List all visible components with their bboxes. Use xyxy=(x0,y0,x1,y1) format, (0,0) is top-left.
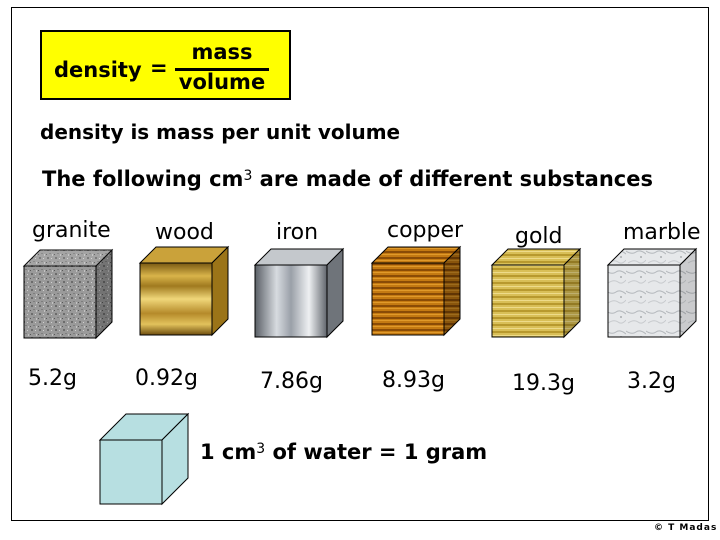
intro-text: The following cm xyxy=(42,167,244,191)
formula-denominator: volume xyxy=(178,70,266,94)
formula-equals: = xyxy=(150,56,168,80)
water-exponent: 3 xyxy=(256,441,266,457)
gold-cube xyxy=(490,247,582,339)
wood-cube xyxy=(138,245,230,337)
substance-name-iron: iron xyxy=(276,220,319,245)
density-statement: density is mass per unit volume xyxy=(40,120,401,144)
water-prefix: 1 cm xyxy=(200,440,257,464)
water-middle: of water xyxy=(265,440,372,464)
slide-frame xyxy=(11,7,709,521)
intro-text-end: are made of different substances xyxy=(252,167,653,191)
substance-mass-gold: 19.3g xyxy=(512,371,575,396)
substance-name-wood: wood xyxy=(155,220,214,245)
intro-exponent: 3 xyxy=(243,168,253,184)
fraction-bar xyxy=(175,68,269,71)
density-formula-box: density = mass volume xyxy=(40,30,291,100)
substance-mass-granite: 5.2g xyxy=(28,366,77,391)
substance-mass-wood: 0.92g xyxy=(135,366,198,391)
iron-cube xyxy=(253,247,345,339)
substance-name-granite: granite xyxy=(32,218,111,243)
granite-cube xyxy=(22,248,114,340)
water-equation: 1 cm3 of water = 1 gram xyxy=(200,440,487,464)
substance-mass-marble: 3.2g xyxy=(627,369,676,394)
substance-name-marble: marble xyxy=(623,220,701,245)
water-equals: = xyxy=(371,440,404,464)
substance-mass-iron: 7.86g xyxy=(260,369,323,394)
substance-name-copper: copper xyxy=(387,218,464,243)
substance-name-gold: gold xyxy=(515,224,563,249)
water-result: 1 gram xyxy=(403,440,488,464)
water-cube xyxy=(98,412,190,506)
substances-intro: The following cm3 are made of different … xyxy=(42,167,653,191)
marble-cube xyxy=(606,247,698,339)
copyright-label: © T Madas xyxy=(654,523,718,533)
formula-numerator: mass xyxy=(191,40,253,64)
substance-mass-copper: 8.93g xyxy=(382,368,445,393)
copper-cube xyxy=(370,245,462,337)
formula-lhs: density xyxy=(54,58,142,82)
